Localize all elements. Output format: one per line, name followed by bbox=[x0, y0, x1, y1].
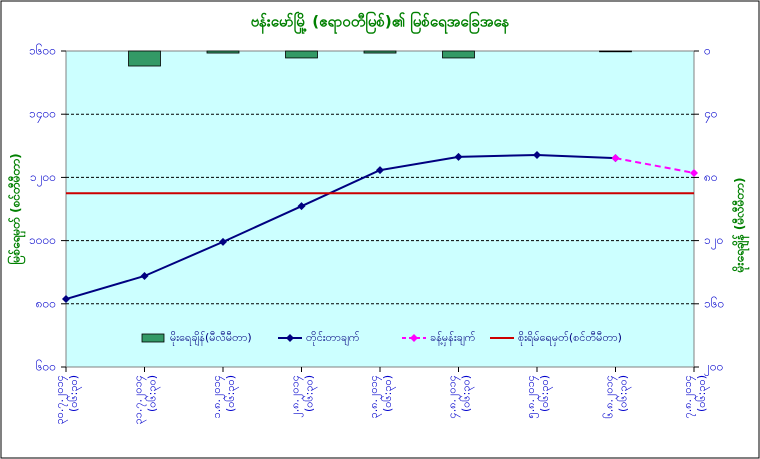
point-marker bbox=[690, 168, 698, 177]
x-tick-label: ၅.၈.၂၀၁၄ bbox=[524, 375, 539, 418]
point-marker bbox=[611, 154, 620, 163]
legend-label: မိုးရေချိန်(မီလီမီတာ) bbox=[170, 331, 252, 346]
x-tick-sublabel: (၀၆:၃၀) bbox=[224, 375, 239, 412]
y2-tick-label: ၁၆၀ bbox=[704, 295, 724, 310]
x-tick-sublabel: (၀၆:၃၀) bbox=[381, 375, 396, 412]
legend-marker bbox=[410, 334, 418, 342]
y-tick-label: ၆၀၀ bbox=[36, 359, 56, 374]
point-marker bbox=[533, 150, 541, 159]
x-tick-sublabel: (၀၆:၃၀) bbox=[303, 375, 318, 412]
y-axis-title: မြစ်ရေမှတ် (စင်တီမီတာ) bbox=[6, 153, 27, 264]
y-tick-label: ၁၀၀၀ bbox=[29, 233, 56, 247]
point-marker bbox=[297, 202, 306, 211]
bar bbox=[599, 50, 632, 53]
bar bbox=[442, 50, 475, 59]
point-marker bbox=[219, 237, 227, 246]
y-tick-label: ၁၄၀၀ bbox=[29, 107, 56, 124]
plot-area bbox=[65, 50, 695, 368]
x-tick-sublabel: (၀၆:၃၀) bbox=[460, 375, 475, 412]
y-tick-label: ၈၀၀ bbox=[36, 296, 56, 310]
y2-tick-label: ၀ bbox=[704, 44, 711, 58]
bar bbox=[285, 50, 318, 59]
bar bbox=[128, 50, 161, 67]
legend-label: ခန့်မှန်းချက် bbox=[430, 331, 476, 346]
point-marker bbox=[376, 166, 384, 175]
bar bbox=[363, 50, 397, 54]
x-tick-label: ၂.၈.၂၀၁၄ bbox=[289, 375, 304, 418]
series-line bbox=[615, 157, 695, 174]
x-tick-label: ၃၁.၇.၂၀၁၄ bbox=[132, 375, 147, 425]
legend-label: စိုးရိမ်ရေမှတ်(စင်တီမီတာ) bbox=[518, 331, 622, 346]
y2-tick-label: ၁၂၀ bbox=[704, 233, 723, 250]
point-marker bbox=[62, 295, 70, 304]
y2-tick-label: ၂၀၀ bbox=[704, 360, 723, 377]
legend-marker bbox=[286, 334, 294, 342]
x-tick-label: ၃၀.၇.၂၀၁၄ bbox=[53, 375, 68, 425]
y2-tick-label: ၈၀ bbox=[704, 170, 718, 184]
y-tick-label: ၁၂၀၀ bbox=[30, 170, 56, 187]
x-tick-label: ၇.၈.၂၀၁၄ bbox=[681, 375, 696, 418]
legend-swatch bbox=[141, 333, 165, 343]
bar bbox=[206, 50, 240, 54]
x-tick-label: ၃.၈.၂၀၁၄ bbox=[367, 375, 382, 418]
x-tick-sublabel: (၀၆:၃၀) bbox=[67, 375, 82, 412]
x-tick-sublabel: (၀၆:၃၀) bbox=[146, 375, 161, 412]
x-tick-sublabel: (၀၆:၃၀) bbox=[538, 375, 553, 412]
x-tick-label: ၁.၈.၂၀၁၄ bbox=[210, 375, 225, 418]
y2-tick-label: ၄၀ bbox=[704, 107, 718, 124]
y2-axis-title: မိုးရေချိန် (မီလီမီတာ) bbox=[731, 178, 751, 274]
point-marker bbox=[140, 271, 149, 280]
y-tick-label: ၁၆၀၀ bbox=[29, 43, 56, 58]
x-tick-sublabel: (၀၆:၃၀) bbox=[617, 375, 632, 412]
x-tick-label: ၄.၈.၂၀၁၄ bbox=[446, 375, 461, 418]
legend-label: တိုင်းတာချက် bbox=[306, 331, 360, 346]
x-tick-label: ၆.၈.၂၀၁၄ bbox=[603, 375, 618, 418]
series-line bbox=[65, 153, 616, 301]
x-tick-sublabel: (၀၆:၃၀) bbox=[695, 375, 710, 412]
point-marker bbox=[454, 152, 463, 161]
